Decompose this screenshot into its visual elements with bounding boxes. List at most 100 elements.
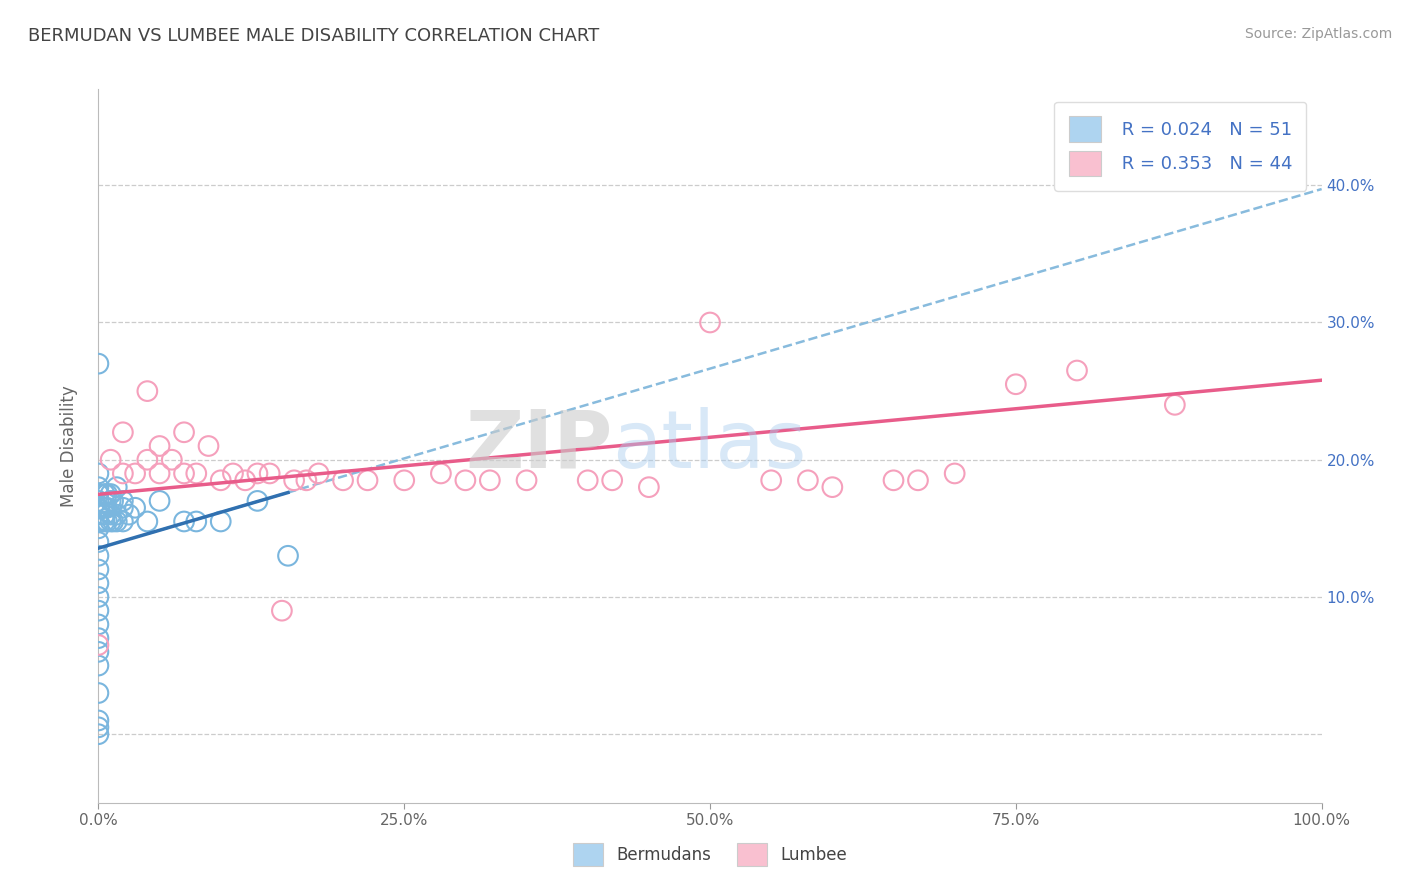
Point xyxy=(233,473,256,487)
Point xyxy=(87,357,110,371)
Point xyxy=(761,473,783,487)
Point xyxy=(101,515,124,529)
Point xyxy=(93,508,115,522)
Point xyxy=(87,494,110,508)
Point xyxy=(430,467,453,481)
Point xyxy=(1164,398,1187,412)
Point xyxy=(105,515,128,529)
Point xyxy=(1004,377,1026,392)
Point xyxy=(111,425,134,440)
Point xyxy=(87,617,110,632)
Text: ZIP: ZIP xyxy=(465,407,612,485)
Point xyxy=(87,487,110,501)
Point xyxy=(173,467,195,481)
Point xyxy=(93,515,115,529)
Point xyxy=(277,549,299,563)
Point xyxy=(100,494,122,508)
Point xyxy=(87,658,110,673)
Point xyxy=(87,727,110,741)
Point xyxy=(136,384,159,398)
Point xyxy=(87,638,110,652)
Point xyxy=(907,473,929,487)
Point xyxy=(87,576,110,591)
Point xyxy=(173,425,195,440)
Point xyxy=(186,467,208,481)
Point xyxy=(149,494,172,508)
Point xyxy=(478,473,501,487)
Y-axis label: Male Disability: Male Disability xyxy=(59,385,77,507)
Point xyxy=(356,473,378,487)
Point xyxy=(332,473,354,487)
Point xyxy=(1066,363,1088,377)
Point xyxy=(87,631,110,645)
Point xyxy=(100,508,122,522)
Point xyxy=(209,473,232,487)
Point xyxy=(797,473,820,487)
Text: Source: ZipAtlas.com: Source: ZipAtlas.com xyxy=(1244,27,1392,41)
Point xyxy=(87,521,110,535)
Point xyxy=(100,487,122,501)
Point xyxy=(295,473,318,487)
Point xyxy=(259,467,281,481)
Point xyxy=(160,452,183,467)
Point xyxy=(87,604,110,618)
Point xyxy=(87,720,110,734)
Point xyxy=(87,535,110,549)
Point xyxy=(96,487,118,501)
Point xyxy=(576,473,599,487)
Point xyxy=(87,714,110,728)
Point xyxy=(392,473,416,487)
Point xyxy=(87,549,110,563)
Point xyxy=(173,515,195,529)
Point xyxy=(943,467,966,481)
Point xyxy=(93,487,115,501)
Legend: Bermudans, Lumbee: Bermudans, Lumbee xyxy=(567,836,853,873)
Point xyxy=(87,562,110,576)
Point xyxy=(111,500,134,515)
Point xyxy=(186,515,208,529)
Point xyxy=(124,500,146,515)
Point xyxy=(1225,164,1247,178)
Point xyxy=(111,494,134,508)
Point xyxy=(246,467,269,481)
Point xyxy=(209,515,232,529)
Point xyxy=(87,508,110,522)
Point xyxy=(197,439,219,453)
Point xyxy=(699,316,721,330)
Point xyxy=(96,515,118,529)
Point xyxy=(136,515,159,529)
Point xyxy=(136,452,159,467)
Text: BERMUDAN VS LUMBEE MALE DISABILITY CORRELATION CHART: BERMUDAN VS LUMBEE MALE DISABILITY CORRE… xyxy=(28,27,599,45)
Point xyxy=(105,508,128,522)
Point xyxy=(638,480,661,494)
Point xyxy=(283,473,305,487)
Point xyxy=(308,467,330,481)
Point xyxy=(821,480,844,494)
Point xyxy=(87,480,110,494)
Point xyxy=(93,500,115,515)
Point xyxy=(87,467,110,481)
Point xyxy=(515,473,537,487)
Point xyxy=(105,480,128,494)
Point xyxy=(149,467,172,481)
Point xyxy=(222,467,245,481)
Point xyxy=(87,515,110,529)
Point xyxy=(883,473,905,487)
Point xyxy=(118,508,141,522)
Point xyxy=(111,467,134,481)
Point xyxy=(96,500,118,515)
Point xyxy=(87,645,110,659)
Point xyxy=(600,473,623,487)
Point xyxy=(87,686,110,700)
Point xyxy=(124,467,146,481)
Point xyxy=(270,604,294,618)
Point xyxy=(101,494,124,508)
Point xyxy=(87,590,110,604)
Point xyxy=(87,500,110,515)
Point xyxy=(454,473,477,487)
Point xyxy=(100,452,122,467)
Point xyxy=(111,515,134,529)
Point xyxy=(149,439,172,453)
Point xyxy=(100,515,122,529)
Point xyxy=(246,494,269,508)
